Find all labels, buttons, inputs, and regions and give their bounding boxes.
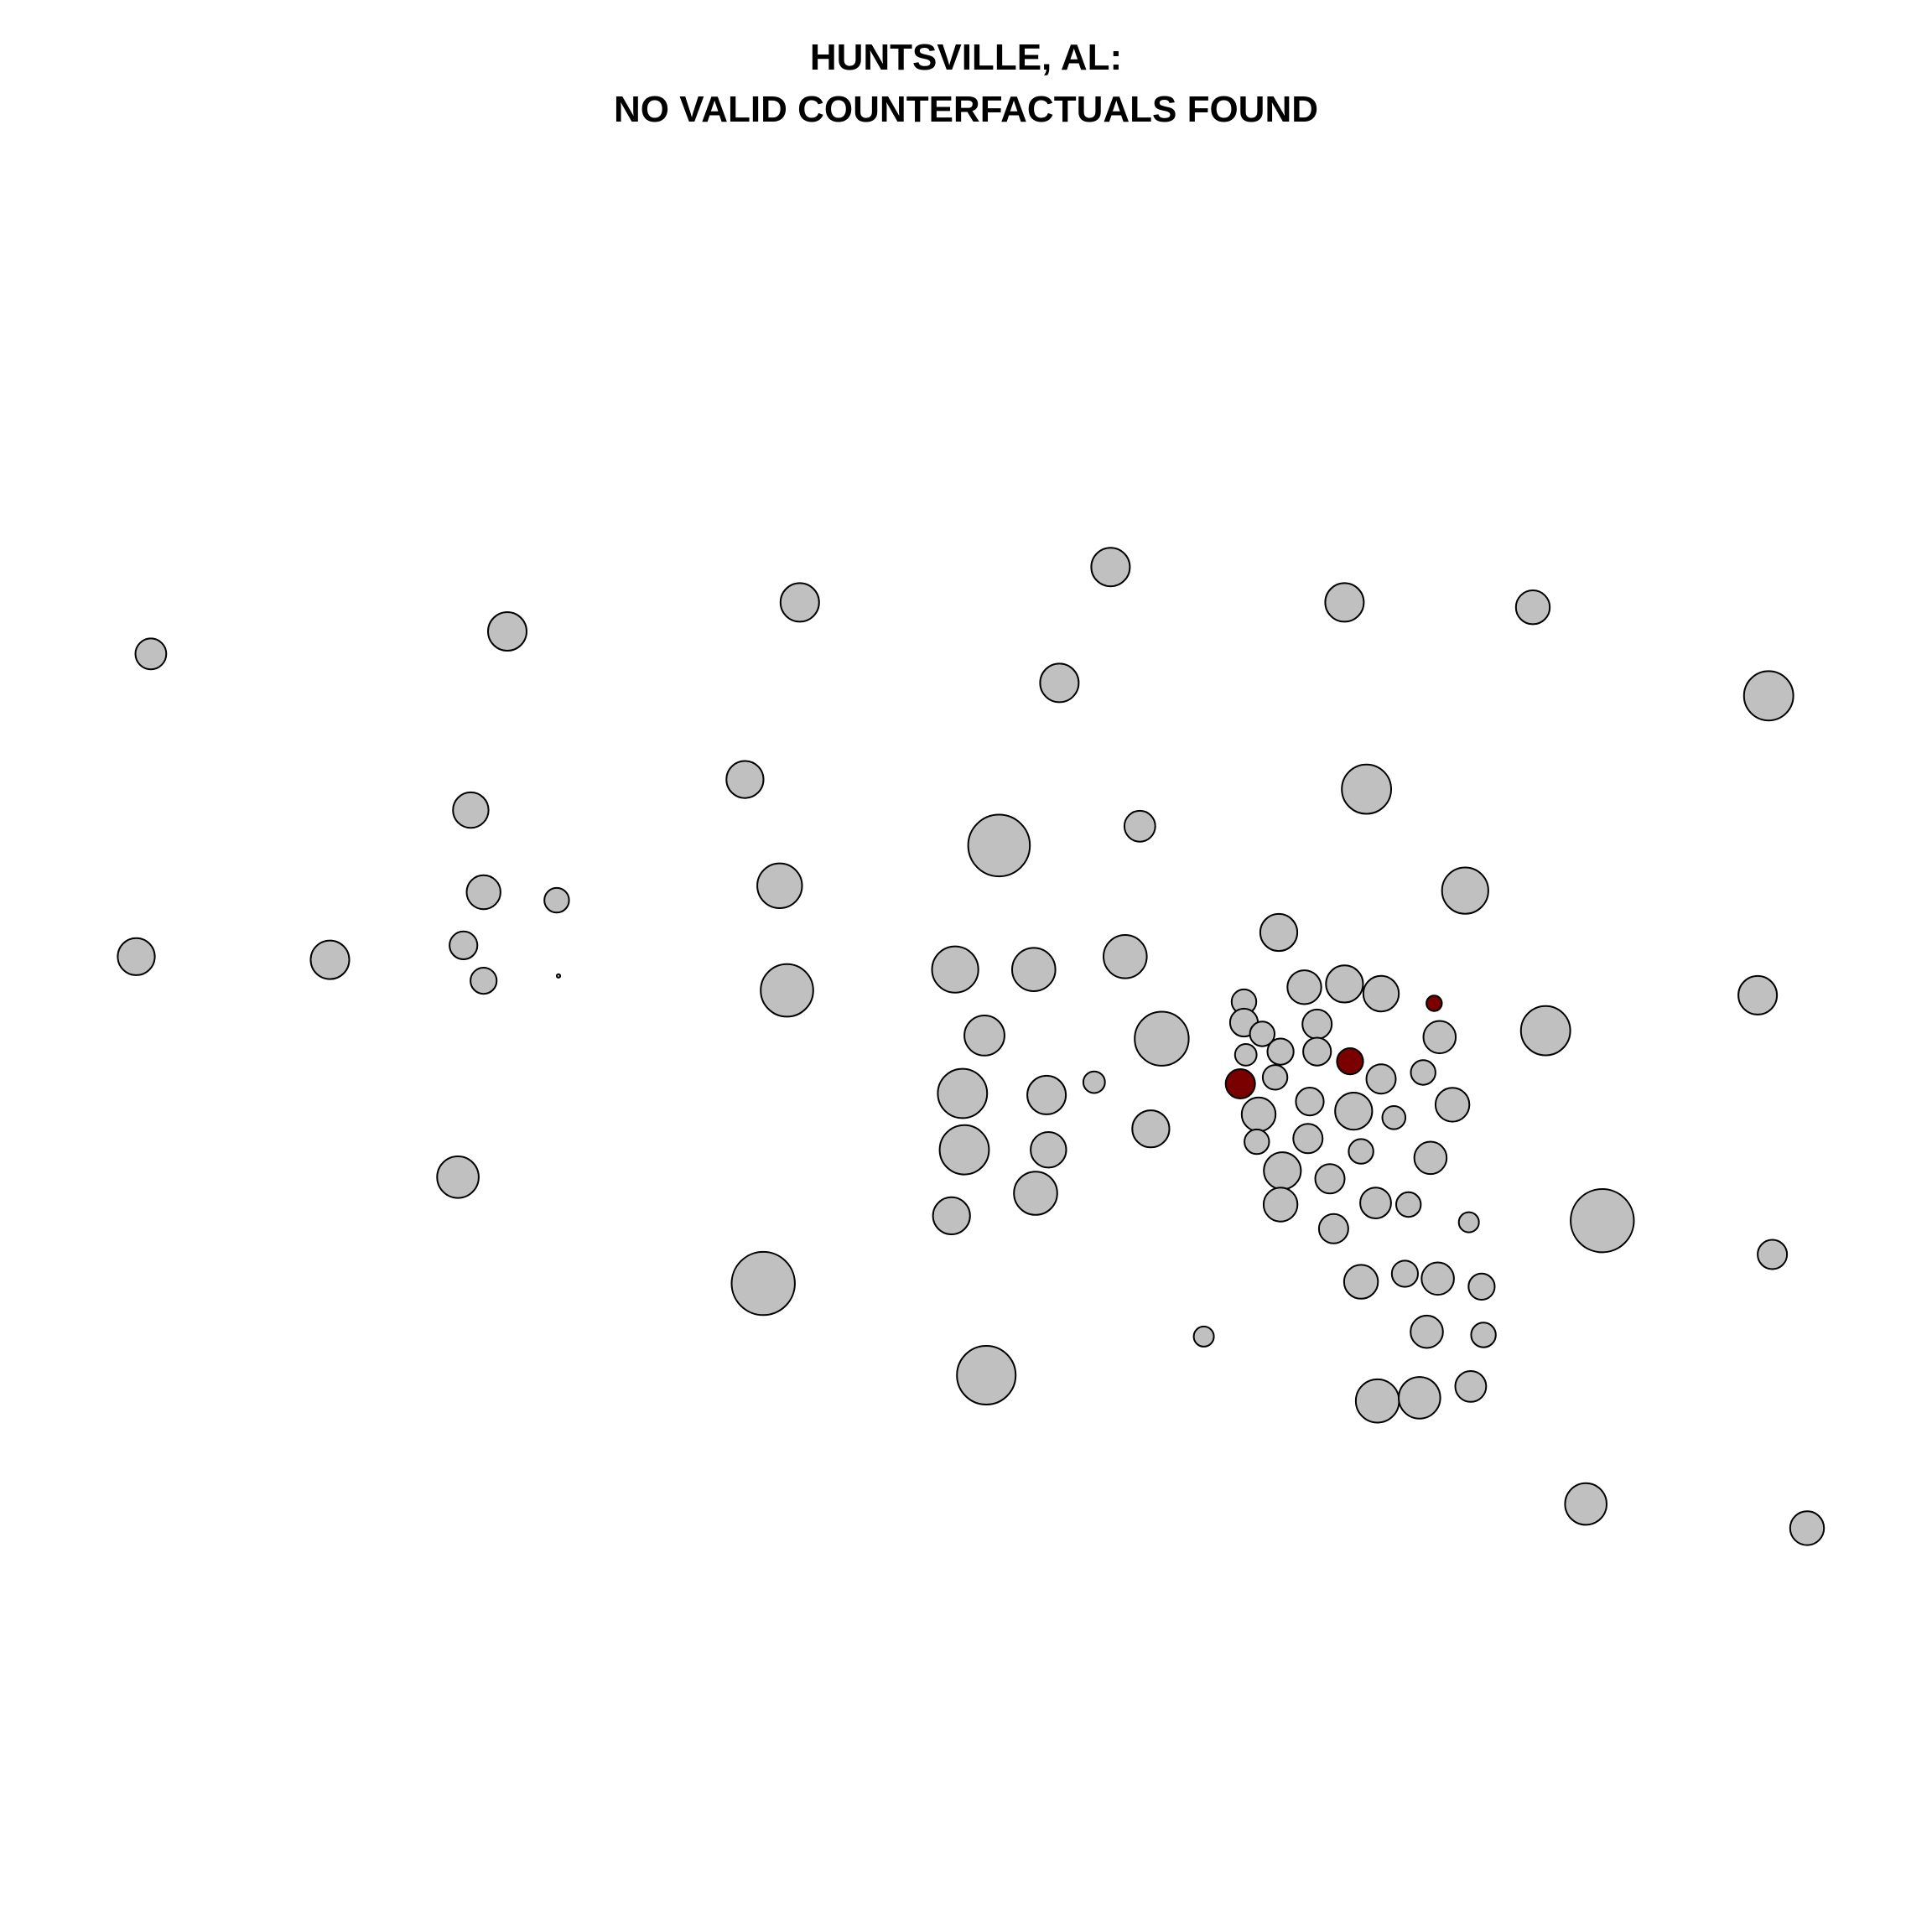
data-point bbox=[1240, 1096, 1277, 1133]
chart-title-line-2: NO VALID COUNTERFACTUALS FOUND bbox=[613, 89, 1319, 130]
data-point bbox=[1354, 1378, 1400, 1424]
data-point bbox=[1410, 1059, 1436, 1086]
data-point bbox=[760, 963, 814, 1018]
chart-title: HUNTSVILLE, AL: NO VALID COUNTERFACTUALS… bbox=[0, 32, 1932, 136]
data-point bbox=[1082, 1070, 1106, 1094]
data-point bbox=[1244, 1128, 1270, 1156]
chart-title-line-1: HUNTSVILLE, AL: bbox=[809, 37, 1123, 78]
data-point bbox=[1365, 1063, 1397, 1095]
data-point bbox=[1737, 974, 1779, 1015]
data-point bbox=[730, 1250, 796, 1317]
data-point bbox=[1470, 1322, 1497, 1348]
highlighted-point bbox=[1426, 995, 1443, 1012]
data-point bbox=[779, 582, 820, 623]
data-point bbox=[1039, 662, 1080, 704]
data-point bbox=[1413, 1140, 1448, 1176]
data-point bbox=[1134, 1010, 1190, 1067]
data-point bbox=[932, 1196, 971, 1236]
data-point bbox=[1266, 1037, 1295, 1066]
data-point bbox=[1519, 1005, 1571, 1057]
data-point bbox=[1259, 912, 1299, 953]
data-point bbox=[1362, 974, 1400, 1013]
data-point bbox=[555, 973, 562, 979]
data-point bbox=[1026, 1074, 1067, 1115]
data-point bbox=[487, 611, 527, 652]
data-point bbox=[1334, 1092, 1374, 1131]
data-point bbox=[963, 1015, 1005, 1057]
data-point bbox=[931, 945, 979, 994]
data-point bbox=[1295, 1087, 1325, 1117]
data-point bbox=[756, 862, 803, 910]
data-point bbox=[1249, 1021, 1276, 1047]
data-point bbox=[543, 886, 570, 914]
data-point bbox=[449, 930, 479, 961]
data-point bbox=[1123, 809, 1156, 843]
data-point bbox=[1395, 1191, 1422, 1218]
data-point bbox=[1292, 1123, 1324, 1155]
data-point bbox=[1192, 1325, 1215, 1348]
data-point bbox=[1390, 1259, 1420, 1288]
data-point bbox=[465, 874, 501, 911]
data-point bbox=[1742, 670, 1794, 722]
data-point bbox=[309, 939, 351, 980]
data-point bbox=[1570, 1188, 1635, 1254]
data-point bbox=[725, 760, 765, 799]
data-point bbox=[1262, 1187, 1299, 1223]
data-point bbox=[117, 937, 156, 976]
data-point bbox=[1263, 1151, 1302, 1191]
highlighted-point bbox=[1224, 1068, 1256, 1099]
data-point bbox=[1343, 1264, 1379, 1300]
data-point bbox=[1514, 589, 1551, 626]
data-point bbox=[1348, 1138, 1374, 1165]
data-point bbox=[1359, 1187, 1392, 1219]
data-point bbox=[1011, 947, 1057, 992]
data-point bbox=[1398, 1376, 1441, 1420]
data-point bbox=[1286, 969, 1322, 1005]
data-point bbox=[1314, 1163, 1346, 1195]
data-point bbox=[134, 637, 168, 671]
data-point bbox=[1030, 1131, 1067, 1169]
points-layer bbox=[117, 547, 1826, 1546]
data-point bbox=[1420, 1261, 1455, 1296]
data-point bbox=[1434, 1087, 1471, 1123]
data-point bbox=[1325, 964, 1364, 1004]
data-point bbox=[1301, 1008, 1333, 1040]
data-point bbox=[956, 1345, 1017, 1405]
data-point bbox=[1454, 1370, 1488, 1403]
data-point bbox=[967, 813, 1031, 878]
data-point bbox=[1302, 1036, 1332, 1067]
highlighted-point bbox=[1336, 1047, 1364, 1076]
data-point bbox=[452, 791, 490, 829]
data-point bbox=[937, 1067, 989, 1119]
data-point bbox=[1131, 1109, 1171, 1149]
data-point bbox=[1103, 934, 1148, 979]
data-point bbox=[1757, 1239, 1789, 1270]
data-point bbox=[938, 1124, 990, 1176]
data-point bbox=[1090, 547, 1131, 588]
data-point bbox=[1564, 1482, 1607, 1526]
data-point bbox=[470, 967, 498, 995]
data-point bbox=[1457, 1211, 1480, 1233]
data-point bbox=[1233, 1043, 1258, 1067]
data-point bbox=[1381, 1105, 1407, 1130]
data-point bbox=[1341, 763, 1392, 815]
data-point bbox=[1013, 1171, 1058, 1216]
data-point bbox=[1261, 1064, 1289, 1091]
data-point bbox=[1789, 1510, 1826, 1546]
data-point bbox=[1324, 582, 1365, 623]
data-point bbox=[1410, 1314, 1444, 1349]
data-point bbox=[1422, 1020, 1457, 1055]
data-point bbox=[436, 1156, 480, 1199]
data-point bbox=[1467, 1272, 1496, 1301]
data-point bbox=[1441, 866, 1489, 915]
data-point bbox=[1317, 1213, 1349, 1244]
